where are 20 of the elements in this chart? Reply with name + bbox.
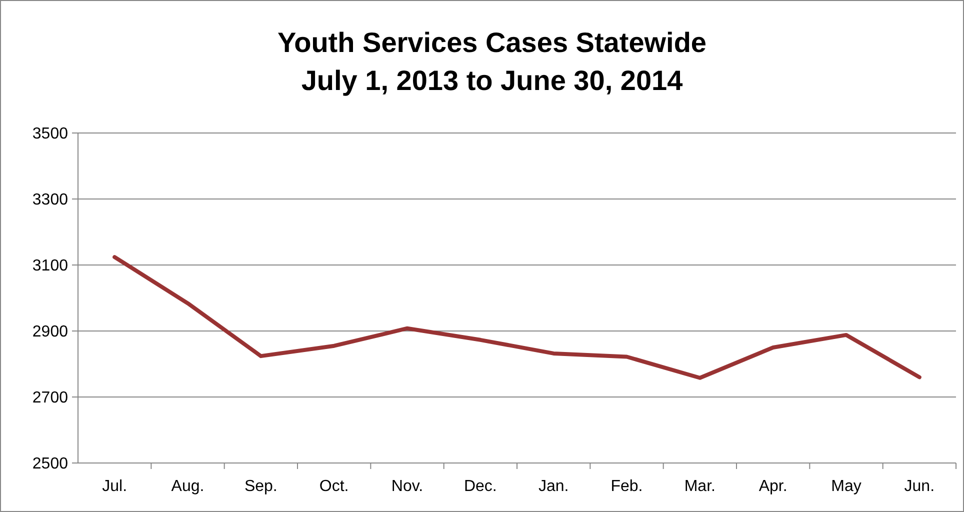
x-tick-label: Jul. — [102, 478, 128, 495]
x-tick-label: Feb. — [610, 478, 643, 495]
y-tick-label: 2500 — [32, 456, 68, 473]
y-tick-label: 3300 — [32, 192, 68, 209]
x-tick-label: Nov. — [391, 478, 424, 495]
x-tick-label: Jan. — [538, 478, 569, 495]
x-tick-label: Apr. — [758, 478, 788, 495]
x-tick-label: Oct. — [319, 478, 349, 495]
x-tick-label: May — [831, 478, 862, 495]
y-tick-label: 3500 — [32, 126, 68, 143]
line-series — [112, 255, 922, 380]
x-tick-label: Jun. — [904, 478, 935, 495]
x-tick-label: Mar. — [684, 478, 716, 495]
y-tick-label: 2700 — [32, 390, 68, 407]
chart-title: Youth Services Cases Statewide July 1, 2013 to June 30, 2014 — [278, 27, 706, 96]
x-tick-label: Aug. — [171, 478, 204, 495]
x-tick-label: Sep. — [244, 478, 278, 495]
y-tick-label: 2900 — [32, 324, 68, 341]
x-tick-label: Dec. — [464, 478, 497, 495]
y-tick-label: 3100 — [32, 258, 68, 275]
